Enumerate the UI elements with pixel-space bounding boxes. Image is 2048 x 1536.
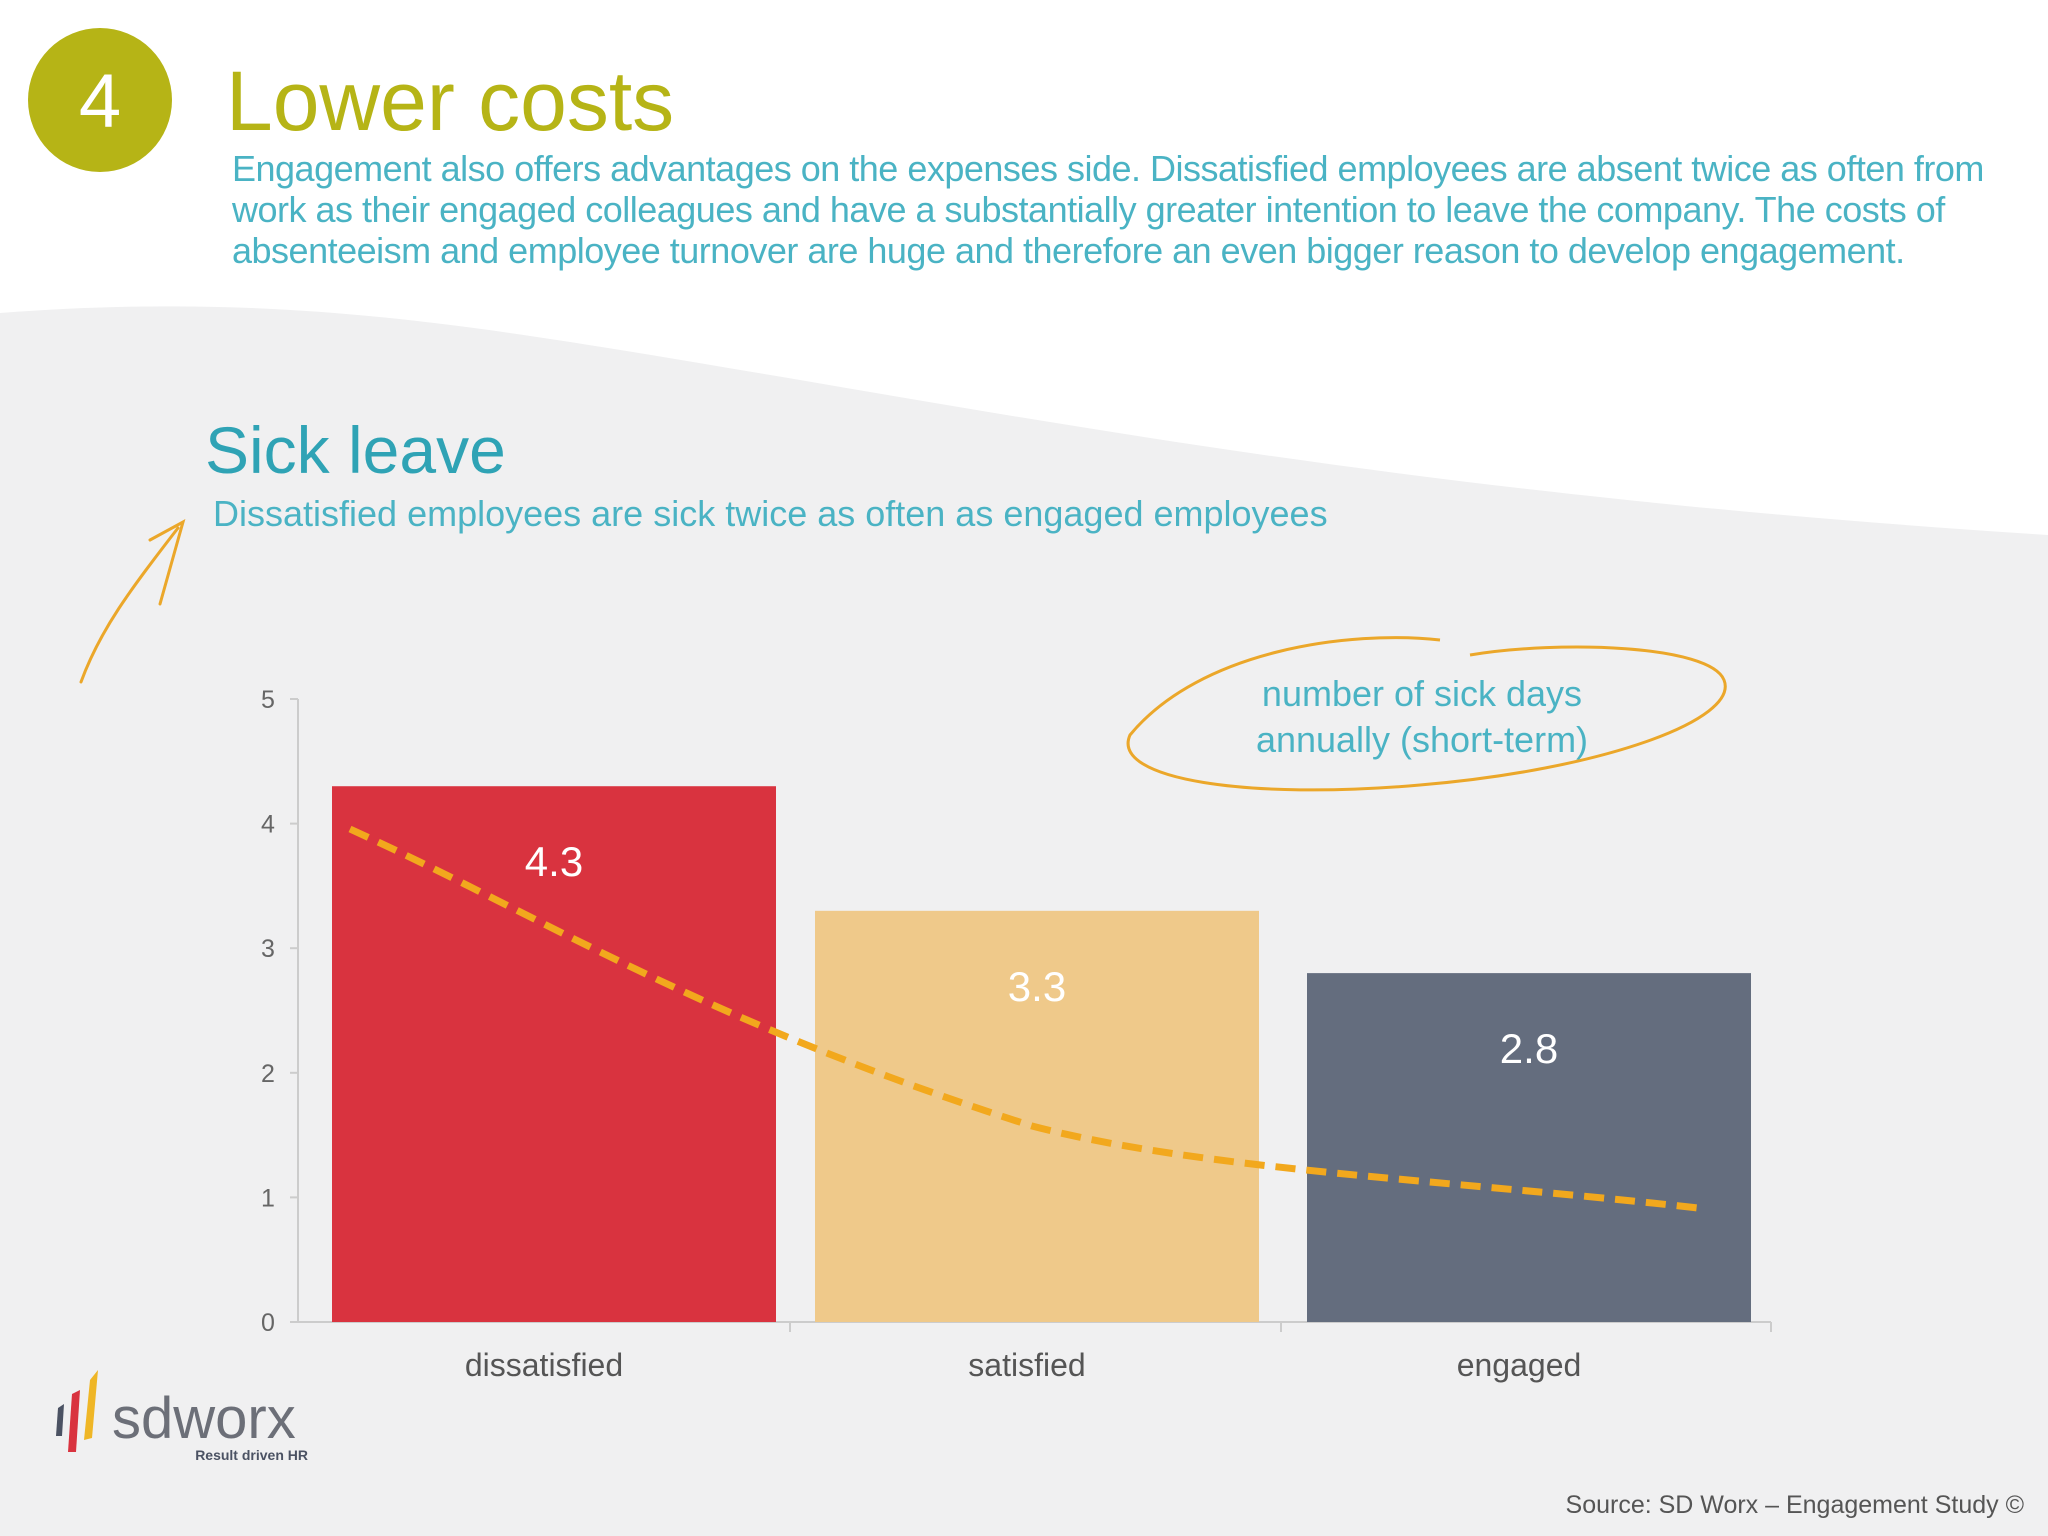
chart-title: Sick leave bbox=[205, 413, 506, 487]
intro-text: Engagement also offers advantages on the… bbox=[232, 148, 1984, 271]
x-tick-label: satisfied bbox=[968, 1347, 1085, 1383]
arrow bbox=[79, 518, 186, 684]
value-label: 3.3 bbox=[1008, 963, 1066, 1010]
y-tick-label: 2 bbox=[261, 1060, 275, 1088]
y-tick-label: 1 bbox=[261, 1184, 275, 1212]
logo-stripe bbox=[84, 1370, 98, 1440]
bar bbox=[815, 910, 1259, 1322]
x-tick-label: engaged bbox=[1457, 1347, 1582, 1383]
heading: Lower costs bbox=[226, 54, 674, 148]
y-tick-label: 3 bbox=[261, 935, 275, 963]
annotation-line: number of sick days bbox=[1262, 673, 1582, 714]
logo-name: sdworx bbox=[112, 1386, 296, 1451]
logo-stripe bbox=[56, 1404, 64, 1436]
annotation-line: annually (short-term) bbox=[1256, 719, 1588, 760]
plot-area: 0 1 2 3 4 5 4.3 dissatisfied 3.3 satisfied 2.8 enga… bbox=[261, 686, 1771, 1383]
source: Source: SD Worx – Engagement Study © bbox=[1566, 1491, 2025, 1519]
trend-line bbox=[348, 825, 1699, 1212]
value-label: 2.8 bbox=[1500, 1025, 1558, 1072]
logo-tagline: Result driven HR bbox=[195, 1447, 308, 1463]
y-tick-label: 0 bbox=[261, 1309, 275, 1337]
logo: sdworx Result driven HR bbox=[56, 1370, 308, 1463]
badge-number: 4 bbox=[79, 59, 121, 144]
y-tick-label: 5 bbox=[261, 686, 275, 714]
logo-stripe bbox=[68, 1390, 80, 1452]
annotation-oval bbox=[1126, 636, 1727, 792]
bar bbox=[332, 786, 776, 1322]
y-tick-label: 4 bbox=[261, 811, 275, 839]
number-badge bbox=[28, 28, 172, 172]
value-label: 4.3 bbox=[525, 838, 583, 885]
bar bbox=[1307, 973, 1751, 1322]
chart-subtitle: Dissatisfied employees are sick twice as… bbox=[213, 493, 1328, 534]
x-tick-label: dissatisfied bbox=[465, 1347, 623, 1383]
